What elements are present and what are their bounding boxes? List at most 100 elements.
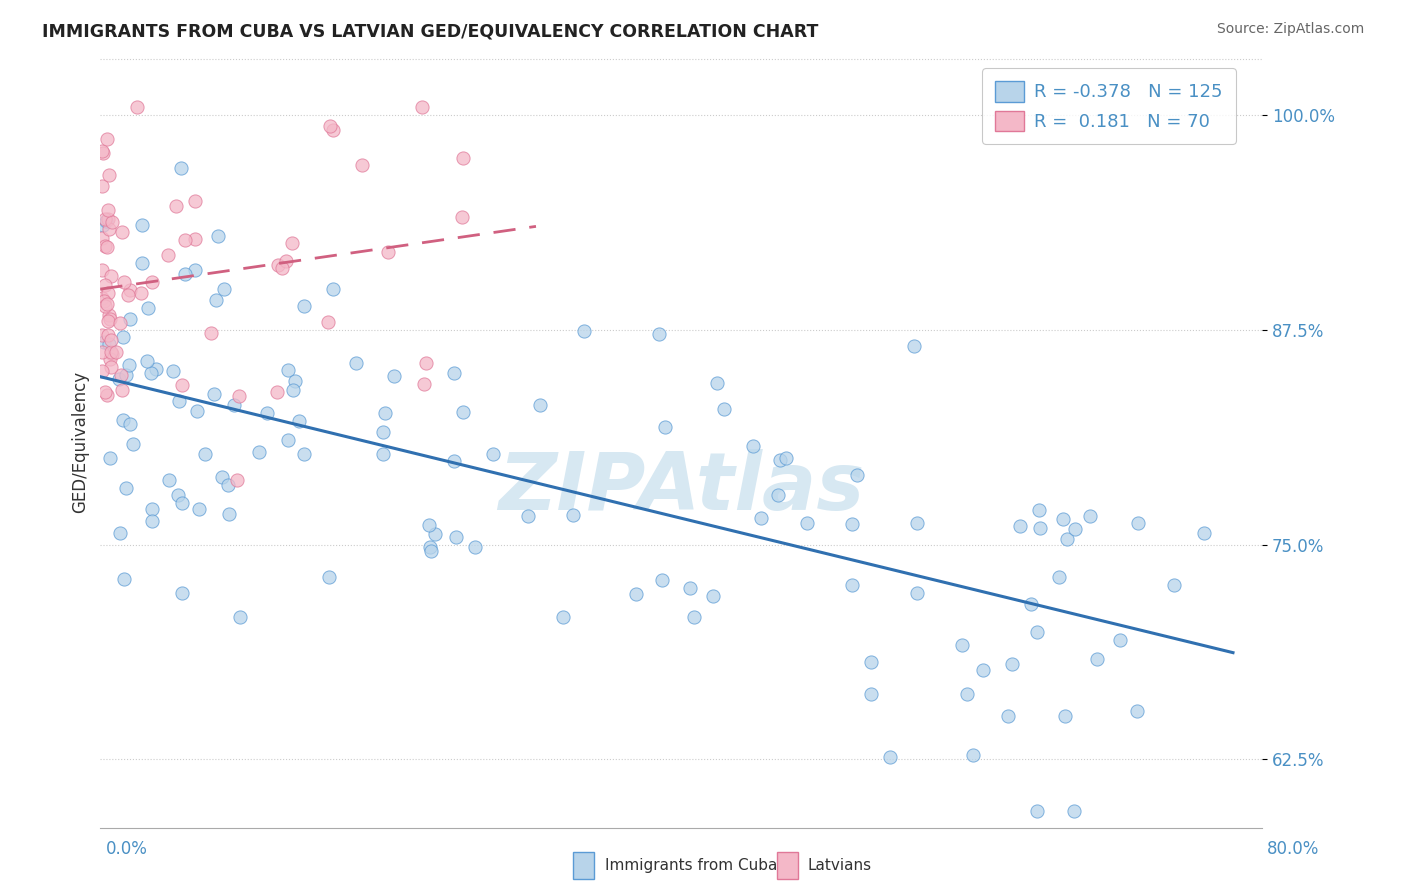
Point [702,589,724,603]
Point [218,507,240,521]
Point [768,488,790,502]
Point [131,218,153,232]
Point [626,586,648,600]
Point [90,364,112,378]
Point [574,324,596,338]
Point [903,339,925,353]
Point [93,239,115,253]
Point [274,254,297,268]
Point [860,656,883,670]
Point [654,419,676,434]
Point [166,488,188,502]
Point [97,314,120,328]
Point [97,202,120,217]
Point [96,240,118,254]
Point [98,450,121,465]
Point [101,346,124,360]
Point [170,377,193,392]
Point [93,335,115,350]
Point [111,226,134,240]
Point [415,356,437,370]
Point [183,232,205,246]
Point [444,531,467,545]
Point [90,291,112,305]
Text: Latvians: Latvians [807,858,872,872]
Point [228,389,250,403]
Point [111,413,134,427]
Point [90,178,112,193]
Point [266,384,288,399]
Point [97,222,120,236]
Point [860,686,883,700]
Point [107,372,129,386]
Point [97,286,120,301]
Point [211,470,233,484]
Point [96,132,118,146]
Point [139,366,162,380]
Point [423,527,446,541]
Point [90,231,112,245]
Point [93,294,115,309]
Point [464,541,486,555]
Point [529,398,551,412]
Point [972,663,994,677]
Point [284,374,307,388]
Point [350,158,373,172]
Point [100,360,122,375]
Point [1056,533,1078,547]
Point [98,311,121,326]
Point [277,362,299,376]
Point [214,282,236,296]
Point [228,610,250,624]
Point [136,354,159,368]
Point [118,359,141,373]
Point [184,263,207,277]
Point [443,454,465,468]
Point [292,447,315,461]
Point [1163,578,1185,592]
Point [90,327,112,342]
Point [1063,522,1085,536]
Point [1078,509,1101,524]
Point [1028,521,1050,535]
Point [97,211,120,226]
Point [1047,570,1070,584]
Point [706,376,728,390]
Point [97,168,120,182]
Point [183,194,205,208]
Point [114,368,136,383]
Point [316,315,339,329]
Point [322,282,344,296]
Point [217,477,239,491]
Point [1052,512,1074,526]
Point [112,275,135,289]
Point [1109,633,1132,648]
Point [141,501,163,516]
Point [322,122,344,136]
Point [318,570,340,584]
Point [188,502,211,516]
Point [267,258,290,272]
Point [841,516,863,531]
Point [207,228,229,243]
Point [1128,516,1150,530]
Point [1126,704,1149,718]
Point [1085,652,1108,666]
Point [1010,519,1032,533]
Point [412,377,434,392]
Point [173,267,195,281]
Point [118,284,141,298]
Point [905,585,928,599]
Point [145,361,167,376]
Point [551,610,574,624]
Point [270,260,292,275]
Point [98,351,121,366]
Point [481,447,503,461]
Point [411,100,433,114]
Point [288,414,311,428]
Text: IMMIGRANTS FROM CUBA VS LATVIAN GED/EQUIVALENCY CORRELATION CHART: IMMIGRANTS FROM CUBA VS LATVIAN GED/EQUI… [42,22,818,40]
Point [110,526,132,541]
Point [108,316,131,330]
Point [120,417,142,431]
Point [769,453,792,467]
